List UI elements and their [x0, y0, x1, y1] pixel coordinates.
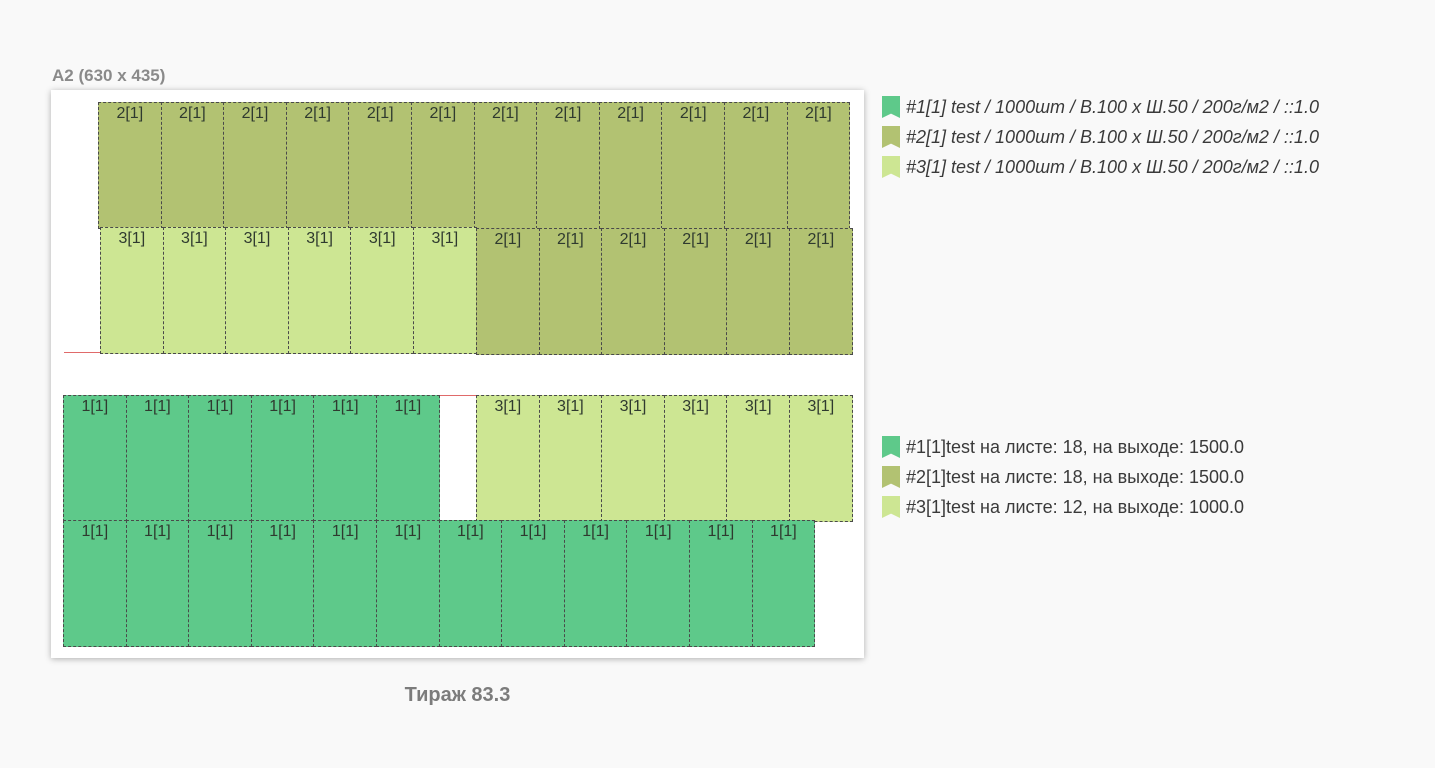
layout-cell: 3[1] [162, 227, 227, 354]
bookmark-flag-icon [882, 496, 900, 518]
summary-item: #1[1]test на листе: 18, на выходе: 1500.… [882, 432, 1244, 462]
layout-cell: 1[1] [376, 395, 440, 522]
layout-cell: 3[1] [413, 227, 477, 354]
layout-cell: 1[1] [125, 520, 190, 647]
summary-item: #3[1]test на листе: 12, на выходе: 1000.… [882, 492, 1244, 522]
layout-cell: 3[1] [663, 395, 728, 522]
layout-cell: 2[1] [536, 102, 600, 229]
bookmark-flag-icon [882, 126, 900, 148]
layout-cell: 2[1] [411, 102, 475, 229]
bookmark-flag-icon [882, 436, 900, 458]
legend-item-label: #2[1] test / 1000шт / В.100 х Ш.50 / 200… [906, 126, 1319, 147]
layout-cell: 1[1] [250, 520, 315, 647]
layout-cell: 2[1] [789, 228, 853, 355]
summary-item-label: #3[1]test на листе: 12, на выходе: 1000.… [906, 496, 1245, 517]
layout-cell: 2[1] [598, 102, 663, 229]
layout-cell: 3[1] [100, 227, 164, 354]
layout-cell: 2[1] [98, 102, 162, 229]
layout-cell: 2[1] [160, 102, 225, 229]
layout-cell: 1[1] [626, 520, 690, 647]
layout-cell: 2[1] [661, 102, 725, 229]
layout-cell: 1[1] [751, 520, 816, 647]
layout-cell: 2[1] [473, 102, 538, 229]
layout-cell: 3[1] [476, 395, 540, 522]
layout-cell: 3[1] [350, 227, 414, 354]
sheet-title: А2 (630 x 435) [52, 66, 166, 85]
layout-cell: 3[1] [225, 227, 289, 354]
layout-cell: 1[1] [313, 395, 377, 522]
layout-cell: 1[1] [125, 395, 190, 522]
layout-cell: 2[1] [348, 102, 412, 229]
summary-item-label: #1[1]test на листе: 18, на выходе: 1500.… [906, 436, 1245, 457]
layout-cell: 3[1] [601, 395, 665, 522]
legend-item: #2[1] test / 1000шт / В.100 х Ш.50 / 200… [882, 122, 1319, 152]
layout-cell: 1[1] [63, 520, 127, 647]
layout-cell: 2[1] [476, 228, 540, 355]
layout-cell: 2[1] [538, 228, 603, 355]
bookmark-flag-icon [882, 156, 900, 178]
sheet-layout: 2[1] 2[1] 2[1] 2[1] 2[1] 2[1] 2[1] 2[1] 2[1] 2[1]… [51, 90, 864, 658]
bookmark-flag-icon [882, 466, 900, 488]
layout-cell: 2[1] [601, 228, 665, 355]
layout-cell: 2[1] [786, 102, 851, 229]
legend: #1[1] test / 1000шт / В.100 х Ш.50 / 200… [882, 92, 1319, 182]
layout-cell: 2[1] [285, 102, 350, 229]
total-label: Тираж 83.3 [404, 684, 511, 706]
cut-line-lower [64, 395, 851, 396]
bookmark-flag-icon [882, 96, 900, 118]
layout-cell: 3[1] [538, 395, 603, 522]
layout-cell: 1[1] [188, 520, 252, 647]
legend-item: #1[1] test / 1000шт / В.100 х Ш.50 / 200… [882, 92, 1319, 122]
layout-cell: 3[1] [726, 395, 790, 522]
layout-cell: 1[1] [63, 395, 127, 522]
summary-item-label: #2[1]test на листе: 18, на выходе: 1500.… [906, 466, 1245, 487]
layout-cell: 1[1] [313, 520, 377, 647]
layout-cell: 1[1] [689, 520, 753, 647]
layout-cell: 3[1] [789, 395, 853, 522]
layout-cell: 3[1] [287, 227, 352, 354]
legend-item-label: #1[1] test / 1000шт / В.100 х Ш.50 / 200… [906, 96, 1319, 117]
layout-cell: 1[1] [563, 520, 628, 647]
layout-cell: 1[1] [250, 395, 315, 522]
layout-cell: 2[1] [223, 102, 287, 229]
layout-cell: 1[1] [376, 520, 440, 647]
layout-cell: 2[1] [726, 228, 790, 355]
summary-legend: #1[1]test на листе: 18, на выходе: 1500.… [882, 432, 1244, 522]
layout-cell: 2[1] [724, 102, 788, 229]
legend-item: #3[1] test / 1000шт / В.100 х Ш.50 / 200… [882, 152, 1319, 182]
layout-cell: 1[1] [438, 520, 503, 647]
layout-cell: 2[1] [663, 228, 728, 355]
summary-item: #2[1]test на листе: 18, на выходе: 1500.… [882, 462, 1244, 492]
layout-cell: 1[1] [188, 395, 252, 522]
layout-cell: 1[1] [501, 520, 565, 647]
legend-item-label: #3[1] test / 1000шт / В.100 х Ш.50 / 200… [906, 156, 1319, 177]
